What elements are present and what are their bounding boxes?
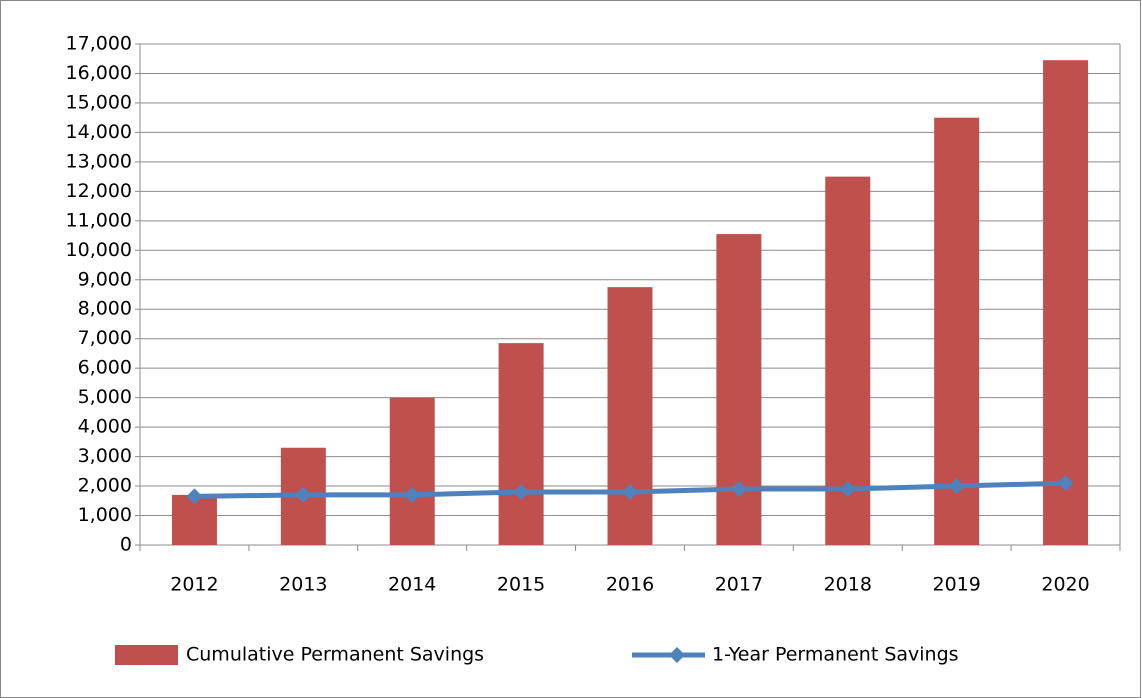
line-marker (404, 486, 421, 503)
line-marker (948, 478, 965, 495)
line-marker (730, 481, 747, 498)
y-tick-label: 1,000 (78, 504, 132, 526)
bar (389, 397, 435, 545)
y-tick-label: 6,000 (78, 357, 132, 379)
y-tick-label: 10,000 (66, 239, 132, 261)
x-tick-label: 2013 (279, 574, 327, 596)
y-tick-label: 13,000 (66, 150, 132, 172)
legend-label: 1-Year Permanent Savings (712, 644, 959, 666)
x-tick-label: 2012 (170, 574, 218, 596)
line-marker (622, 483, 638, 500)
y-tick-label: 0 (120, 534, 132, 556)
y-tick-label: 3,000 (78, 445, 132, 467)
line-marker (186, 488, 203, 505)
y-tick-label: 16,000 (66, 62, 132, 84)
line-marker (1057, 475, 1074, 492)
line-marker (669, 647, 685, 663)
y-tick-label: 2,000 (78, 475, 132, 497)
line-marker (839, 481, 856, 498)
y-tick-label: 12,000 (66, 180, 132, 202)
y-tick-label: 17,000 (66, 33, 132, 55)
line-marker (295, 486, 312, 503)
line-marker (513, 483, 530, 500)
y-tick-label: 4,000 (78, 416, 132, 438)
x-tick-label: 2016 (606, 574, 654, 596)
y-tick-label: 14,000 (66, 121, 132, 143)
bar (716, 234, 762, 545)
x-tick-label: 2020 (1041, 574, 1089, 596)
y-tick-label: 8,000 (78, 298, 132, 320)
y-tick-label: 7,000 (78, 327, 132, 349)
y-tick-label: 9,000 (78, 268, 132, 290)
bar (607, 287, 653, 545)
x-tick-label: 2019 (932, 574, 980, 596)
legend-label: Cumulative Permanent Savings (186, 644, 484, 666)
bar (498, 343, 544, 545)
x-tick-label: 2017 (715, 574, 763, 596)
y-tick-label: 11,000 (66, 209, 132, 231)
bar (934, 117, 980, 546)
legend-swatch (115, 645, 178, 665)
y-tick-label: 15,000 (66, 91, 132, 113)
x-tick-label: 2018 (824, 574, 872, 596)
x-tick-label: 2014 (388, 574, 436, 596)
y-tick-label: 5,000 (78, 386, 132, 408)
bar (1043, 60, 1089, 545)
x-tick-label: 2015 (497, 574, 545, 596)
